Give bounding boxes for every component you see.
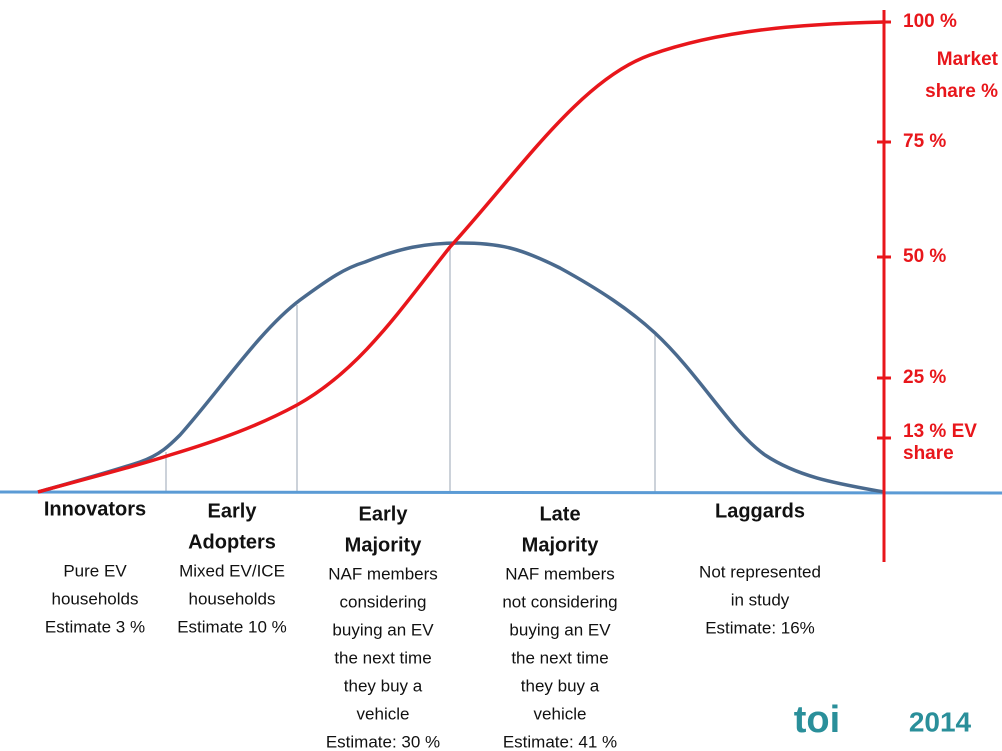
dividers (165, 245, 656, 492)
segment-description: Not represented (699, 562, 821, 581)
segment-description: in study (731, 590, 790, 609)
segment-description: Estimate: 16% (705, 618, 815, 637)
segment-title: Late (539, 503, 580, 525)
segment-title: Early (359, 503, 409, 525)
segment-description: they buy a (344, 676, 423, 695)
segment-title: Majority (522, 534, 600, 556)
segment-title: Adopters (188, 531, 276, 553)
segment-description: Estimate 10 % (177, 617, 287, 636)
market-share-curve (37, 20, 885, 494)
segment-description: the next time (334, 648, 431, 667)
tick-label: 100 % (903, 11, 957, 32)
segment-description: NAF members (505, 564, 615, 583)
logo-name: toi (794, 699, 840, 741)
baseline (0, 490, 1002, 495)
axis-label: share % (925, 81, 998, 102)
segment-description: Pure EV (63, 561, 127, 580)
segment-description: households (189, 589, 276, 608)
segment-description: buying an EV (332, 620, 434, 639)
segment-description: vehicle (534, 704, 587, 723)
segment-description: vehicle (357, 704, 410, 723)
segment-description: not considering (502, 592, 617, 611)
ev-share-label: share (903, 443, 954, 464)
tick-label: 75 % (903, 131, 946, 152)
segment-description: Estimate: 41 % (503, 732, 617, 751)
segment-description: the next time (511, 648, 608, 667)
ev-share-label: 13 % EV (903, 421, 977, 442)
axis-label: Market (937, 49, 999, 70)
segment-description: Estimate: 30 % (326, 732, 440, 751)
segments: Innovators Pure EV households Estimate 3 % E… (44, 498, 821, 751)
segment-description: Mixed EV/ICE (179, 561, 285, 580)
segment-description: NAF members (328, 564, 438, 583)
logo-year: 2014 (909, 706, 972, 737)
segment-description: considering (340, 592, 427, 611)
adoption-curve (37, 241, 885, 494)
tick-label: 50 % (903, 246, 946, 267)
segment-description: households (52, 589, 139, 608)
segment-description: they buy a (521, 676, 600, 695)
tick-label: 25 % (903, 367, 946, 388)
segment-title: Innovators (44, 498, 146, 520)
segment-description: buying an EV (509, 620, 611, 639)
segment-title: Laggards (715, 500, 805, 522)
segment-title: Early (208, 500, 258, 522)
segment-description: Estimate 3 % (45, 617, 145, 636)
segment-title: Majority (345, 534, 423, 556)
ticks: 100 % 75 % 50 % 25 % Market share % 13 % EVsha… (877, 11, 999, 464)
